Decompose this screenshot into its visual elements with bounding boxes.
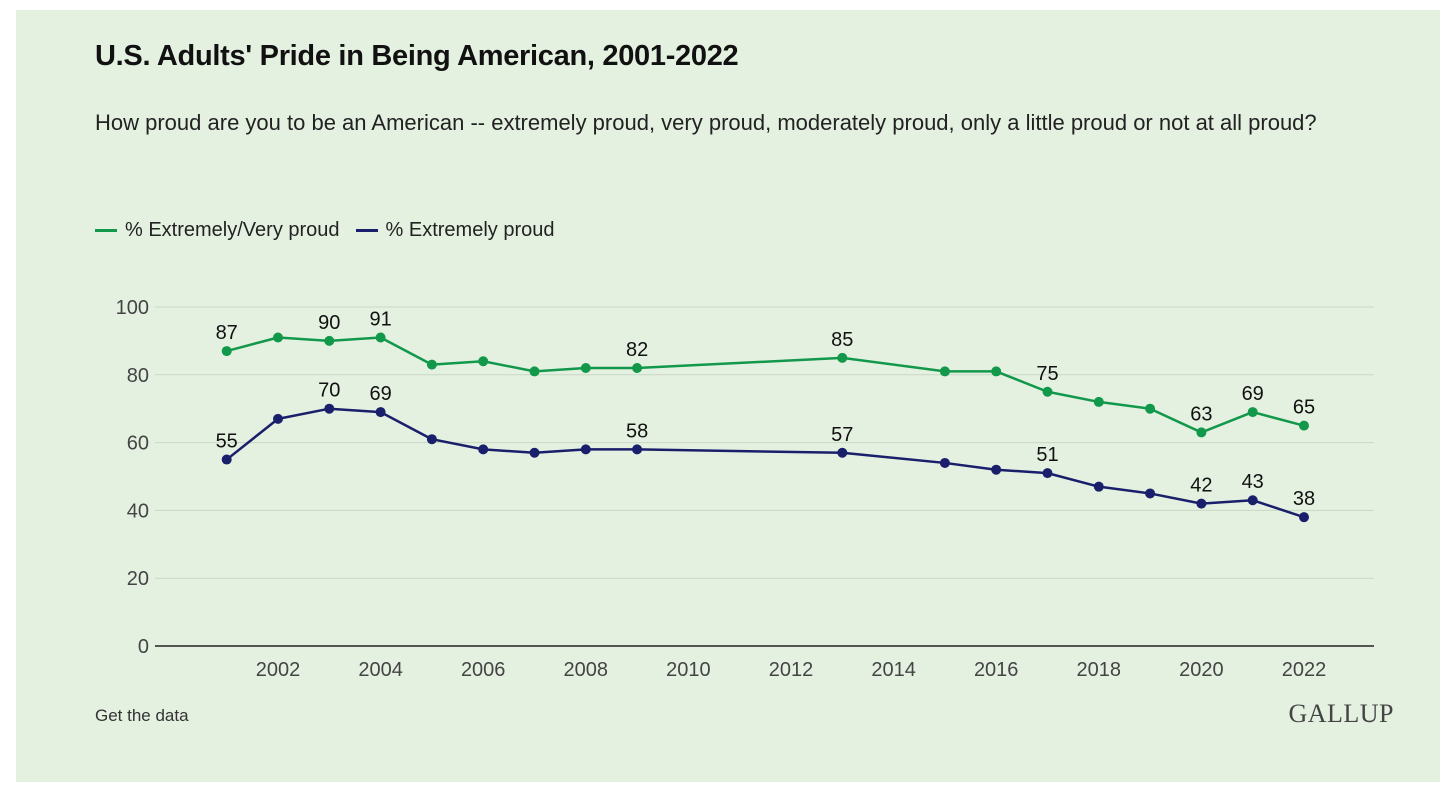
data-point <box>1247 407 1258 418</box>
data-point <box>529 447 540 458</box>
data-label: 42 <box>1190 475 1212 497</box>
data-point <box>529 366 540 377</box>
x-tick-label: 2022 <box>1282 659 1327 681</box>
data-label: 75 <box>1036 363 1058 385</box>
data-point <box>991 464 1002 475</box>
x-tick-label: 2008 <box>564 659 609 681</box>
data-point <box>939 366 950 377</box>
y-tick-label: 80 <box>127 365 149 387</box>
data-point <box>1042 468 1053 479</box>
data-point <box>991 366 1002 377</box>
data-label: 90 <box>318 312 340 334</box>
data-point <box>580 444 591 455</box>
legend-item-extremely-very-proud: % Extremely/Very proud <box>95 219 340 242</box>
data-label: 43 <box>1242 471 1264 493</box>
x-tick-label: 2004 <box>358 659 403 681</box>
x-tick-label: 2010 <box>666 659 711 681</box>
data-point <box>1145 488 1156 499</box>
y-tick-label: 20 <box>127 568 149 590</box>
data-point <box>324 335 335 346</box>
data-label: 38 <box>1293 488 1315 510</box>
data-point <box>426 359 437 370</box>
gallup-logo: GALLUP <box>1288 699 1394 728</box>
data-point <box>221 346 232 357</box>
legend-label: % Extremely proud <box>385 219 555 241</box>
data-point <box>1247 495 1258 506</box>
data-label: 57 <box>831 424 853 446</box>
chart-subtitle: How proud are you to be an American -- e… <box>95 110 1317 135</box>
data-point <box>1299 420 1309 431</box>
chart-legend: % Extremely/Very proud % Extremely proud <box>95 219 571 242</box>
y-tick-label: 40 <box>127 500 149 522</box>
chart-card <box>16 10 1440 782</box>
x-tick-label: 2006 <box>461 659 506 681</box>
data-label: 69 <box>369 383 391 405</box>
data-point <box>375 407 386 418</box>
data-point <box>1093 481 1104 492</box>
legend-item-extremely-proud: % Extremely proud <box>355 219 555 242</box>
x-tick-label: 2016 <box>974 659 1019 681</box>
data-label: 69 <box>1242 383 1264 405</box>
data-label: 70 <box>318 380 340 402</box>
data-point <box>632 363 643 374</box>
legend-swatch-navy <box>355 229 378 232</box>
x-tick-label: 2012 <box>769 659 814 681</box>
data-label: 58 <box>626 420 648 442</box>
chart-title: U.S. Adults' Pride in Being American, 20… <box>95 40 739 72</box>
x-tick-label: 2002 <box>256 659 301 681</box>
data-label: 55 <box>216 431 238 453</box>
data-point <box>1299 512 1309 523</box>
data-point <box>1196 427 1207 438</box>
x-tick-label: 2014 <box>871 659 916 681</box>
data-point <box>375 332 386 343</box>
x-tick-label: 2020 <box>1179 659 1224 681</box>
get-the-data-link[interactable]: Get the data <box>95 706 189 725</box>
data-label: 51 <box>1036 444 1058 466</box>
data-point <box>273 332 283 343</box>
data-point <box>1145 403 1156 414</box>
data-label: 82 <box>626 339 648 361</box>
data-point <box>273 413 283 424</box>
data-point <box>1196 498 1207 509</box>
y-tick-label: 60 <box>127 433 149 455</box>
y-tick-label: 100 <box>116 297 149 319</box>
data-point <box>580 363 591 374</box>
data-label: 65 <box>1293 397 1315 419</box>
data-point <box>1042 386 1053 397</box>
data-point <box>837 352 848 363</box>
data-point <box>221 454 232 465</box>
data-label: 63 <box>1190 403 1212 425</box>
series-line-extremely-proud <box>225 407 1305 519</box>
legend-swatch-green <box>95 229 117 232</box>
data-label: 85 <box>831 329 853 351</box>
data-point <box>632 444 643 455</box>
data-point <box>478 356 489 367</box>
data-label: 87 <box>216 322 238 344</box>
legend-label: % Extremely/Very proud <box>125 219 340 241</box>
y-tick-label: 0 <box>138 636 149 658</box>
series-line-extremely-very-proud <box>226 336 1305 434</box>
data-point <box>426 434 437 445</box>
data-point <box>1093 396 1104 407</box>
data-label: 91 <box>369 309 391 331</box>
data-point <box>939 457 950 468</box>
x-tick-label: 2018 <box>1077 659 1122 681</box>
data-point <box>837 447 848 458</box>
data-point <box>478 444 489 455</box>
data-point <box>324 403 335 414</box>
